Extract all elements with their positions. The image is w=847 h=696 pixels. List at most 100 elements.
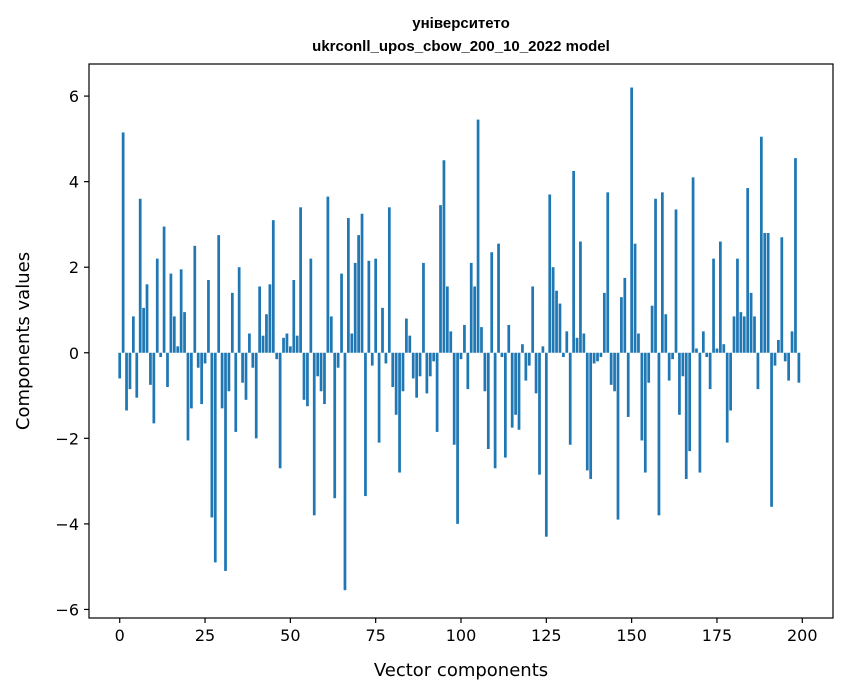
bar [756,352,760,390]
bar [725,352,729,443]
bar [558,303,562,353]
bar [660,192,664,353]
bar [268,284,272,353]
bar [193,245,197,353]
bar [237,267,241,353]
bar [452,352,456,445]
bar [132,316,135,353]
y-axis-label: Components values [13,252,34,430]
bars-group [118,87,801,591]
y-tick-label: −6 [55,600,79,619]
bar [667,352,671,381]
bar [203,352,207,364]
bar [742,316,746,353]
bar [637,333,640,353]
bar [626,352,630,417]
bar [797,352,801,383]
bar [282,337,285,353]
bar [490,252,494,353]
bar [613,352,616,392]
bar [510,352,514,428]
bar [278,352,282,469]
bar [254,352,258,439]
bar [312,352,316,516]
bar [585,352,589,471]
bar [463,324,466,353]
bar [275,352,279,360]
bar [333,352,337,499]
y-tick-label: −2 [55,429,79,448]
bar [643,352,647,473]
y-tick-label: −4 [55,515,79,534]
bar [538,352,541,475]
bar [568,352,572,445]
x-tick-label: 25 [195,626,215,645]
bar [288,346,292,353]
bar [435,352,439,432]
bar [507,324,511,353]
bar [674,209,678,353]
bar [596,352,599,362]
bar [377,352,381,443]
bar [701,331,705,353]
bar [527,352,531,366]
bar [244,352,248,400]
bar [483,352,487,392]
x-tick-label: 100 [446,626,477,645]
bar [712,258,715,353]
bar [248,333,251,353]
bar [766,232,770,353]
bar [657,352,661,516]
bar [172,316,176,353]
x-axis-ticks: 0 25 50 75 100 125 150 175 200 [115,618,818,645]
bar [316,352,320,377]
bar [705,352,709,358]
bar [401,352,405,392]
bar [422,262,425,353]
bar [128,352,132,390]
bar [698,352,702,473]
bar [302,352,306,400]
bar [780,237,784,353]
bar [353,262,357,353]
bar [599,352,603,358]
bar [562,352,565,358]
bar [340,273,343,353]
bar [381,307,384,353]
bar [476,119,480,353]
bar [336,352,340,368]
bar [555,290,558,353]
bar [695,348,698,353]
bar [220,352,224,409]
bar [671,352,674,360]
bar [261,335,265,353]
bar [394,352,398,415]
bar [408,335,412,353]
bar [439,205,442,353]
bar [664,314,668,353]
bar [541,346,545,353]
bar [292,280,296,353]
bar [405,318,408,353]
bar [196,352,200,368]
bar [575,337,579,353]
bar [497,243,500,353]
x-tick-label: 150 [616,626,647,645]
bar [633,243,637,353]
bar [319,352,323,392]
chart-title-line-1: університето [412,15,509,32]
bar [722,344,726,353]
bar [357,235,360,353]
bar [432,352,436,362]
bar [534,352,538,394]
bar [210,352,214,518]
bar [729,352,732,411]
y-tick-label: 4 [69,173,79,192]
bar [688,352,692,452]
bar [763,232,767,353]
bar [138,198,142,353]
y-tick-label: 0 [69,344,79,363]
bar [323,352,326,405]
bar [783,352,787,362]
bar [524,352,528,381]
